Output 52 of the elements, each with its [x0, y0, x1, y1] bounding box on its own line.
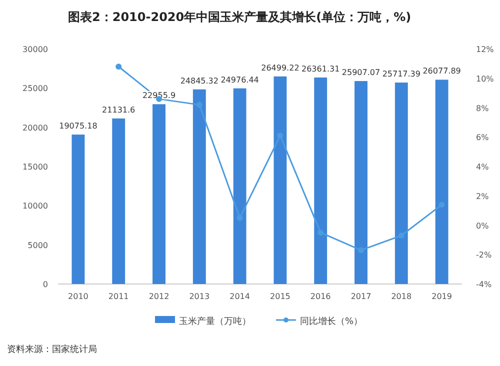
bar	[394, 82, 408, 284]
y-tick-label: 5000	[28, 240, 48, 250]
x-tick-label: 2011	[108, 292, 129, 301]
y-tick-label: 0	[42, 280, 48, 289]
text: 资料来源：国家统计局	[7, 344, 97, 355]
point	[116, 64, 122, 70]
x-tick-label: 2015	[270, 292, 290, 301]
bar	[354, 81, 368, 284]
data-label: 24845.32	[180, 76, 218, 86]
chart-title: 图表2：2010-2020年中国玉米产量及其增长(单位：万吨，%)	[68, 10, 412, 24]
y-tick-label: 30000	[22, 45, 48, 54]
y2-tick-label: 0%	[476, 221, 490, 230]
x-tick-label: 2013	[189, 292, 210, 301]
data-label: 19075.18	[59, 122, 98, 131]
bar	[233, 88, 246, 284]
x-tick-label: 2018	[391, 292, 412, 301]
y2-tick-label: 10%	[476, 74, 494, 84]
legend-同比增长（%）: 同比增长（%）	[276, 317, 363, 327]
x-tick-label: 2016	[310, 292, 331, 301]
bar	[152, 104, 166, 284]
legend-玉米产量（万吨）: 玉米产量（万吨）	[155, 316, 251, 327]
y-tick-label: 20000	[22, 123, 48, 132]
y2-tick-label: 12%	[476, 45, 494, 54]
data-label: 25907.07	[342, 68, 380, 78]
x-tick-label: 2019	[432, 292, 452, 301]
y2-tick-label: 2%	[476, 192, 490, 201]
y-tick-label: 10000	[22, 202, 48, 211]
y-tick-label: 15000	[22, 162, 48, 172]
y-tick-label: 25000	[22, 84, 48, 94]
x-tick-label: 2014	[230, 292, 250, 301]
x-tick-label: 2010	[68, 292, 88, 301]
y2-tick-label: -4%	[476, 280, 492, 289]
data-label: 21131.6	[102, 105, 136, 114]
legend-label: 玉米产量（万吨）	[179, 316, 251, 327]
bar	[274, 76, 287, 284]
y2-tick-label: 4%	[476, 162, 490, 172]
x-tick-label: 2017	[350, 292, 372, 301]
bar	[192, 89, 206, 284]
y2-tick-label: -2%	[476, 250, 492, 260]
data-label: 26361.31	[302, 64, 340, 74]
data-label: 25717.39	[382, 70, 420, 79]
legend-label: 同比增长（%）	[300, 316, 363, 327]
bar	[435, 80, 448, 284]
bar	[72, 134, 85, 284]
y2-tick-label: 8%	[476, 104, 490, 113]
y2-tick-label: 6%	[476, 133, 490, 142]
data-label: 26077.89	[422, 66, 461, 76]
data-label: 26499.22	[261, 63, 300, 72]
bar	[314, 78, 328, 284]
bar	[112, 118, 126, 284]
data-label: 24976.44	[220, 75, 259, 84]
x-tick-label: 2012	[148, 292, 170, 301]
